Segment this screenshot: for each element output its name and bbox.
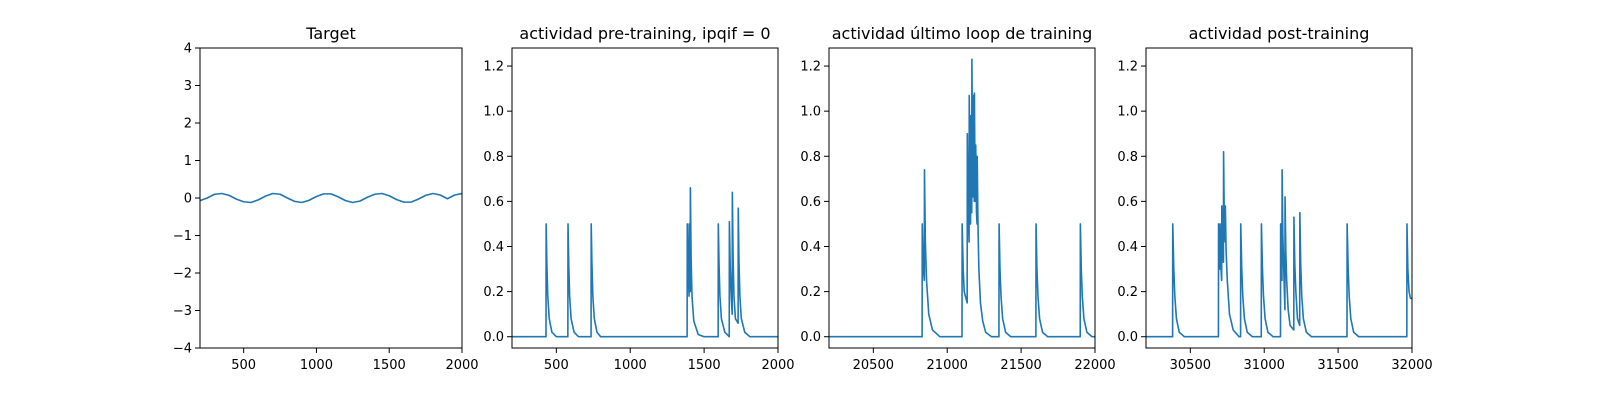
x-tick-label: 1000 bbox=[300, 358, 333, 373]
chart-title: actividad pre-training, ipqif = 0 bbox=[519, 24, 770, 43]
y-tick-label: 0.2 bbox=[800, 285, 821, 300]
y-tick-label: 0.0 bbox=[1117, 330, 1138, 345]
chart-title: actividad último loop de training bbox=[832, 24, 1093, 43]
axes-frame bbox=[828, 47, 1096, 349]
y-tick-label: 0.4 bbox=[483, 240, 504, 255]
series-line-actividad bbox=[512, 187, 778, 338]
series-line-actividad bbox=[1146, 150, 1412, 338]
y-tick-label: 1 bbox=[184, 154, 192, 169]
x-tick-label: 31500 bbox=[1317, 358, 1358, 373]
y-tick-label: −3 bbox=[173, 304, 192, 319]
x-tick-label: 1500 bbox=[688, 358, 721, 373]
y-tick-label: 0.4 bbox=[800, 240, 821, 255]
y-tick-label: 0.8 bbox=[483, 150, 504, 165]
y-tick-label: 1.2 bbox=[1117, 60, 1138, 75]
y-tick-label: 2 bbox=[184, 117, 192, 132]
y-tick-label: 1.2 bbox=[483, 60, 504, 75]
y-tick-label: 0.8 bbox=[800, 150, 821, 165]
x-tick-label: 21500 bbox=[1000, 358, 1041, 373]
y-tick-label: 0.2 bbox=[483, 285, 504, 300]
panel-2: 500 1000 1500 2000 0.0 0.2 0.4 0.6 0.8 1.0 1.2 acti… bbox=[483, 24, 794, 373]
x-tick-label: 1000 bbox=[614, 358, 647, 373]
y-tick-label: −2 bbox=[173, 267, 192, 282]
x-tick-label: 30500 bbox=[1170, 358, 1211, 373]
y-tick-label: 0.0 bbox=[483, 330, 504, 345]
chart-title: Target bbox=[305, 24, 356, 43]
y-tick-label: 1.0 bbox=[800, 105, 821, 120]
x-tick-label: 2000 bbox=[445, 358, 478, 373]
x-tick-label: 20500 bbox=[853, 358, 894, 373]
y-tick-label: 1.2 bbox=[800, 60, 821, 75]
panel-4: 30500 31000 31500 32000 0.0 0.2 0.4 0.6 0.8 1.0 1.… bbox=[1117, 24, 1432, 373]
y-tick-label: −4 bbox=[173, 342, 192, 357]
y-tick-label: 4 bbox=[184, 42, 192, 57]
series-line-actividad bbox=[829, 58, 1095, 338]
chart-title: actividad post-training bbox=[1189, 24, 1370, 43]
panel-1: 500 1000 1500 2000 −4 −3 −2 −1 0 1 2 3 4 Target bbox=[173, 24, 479, 373]
y-tick-label: 1.0 bbox=[1117, 105, 1138, 120]
y-tick-label: 1.0 bbox=[483, 105, 504, 120]
x-tick-label: 31000 bbox=[1244, 358, 1285, 373]
y-tick-label: 0.8 bbox=[1117, 150, 1138, 165]
x-tick-label: 32000 bbox=[1391, 358, 1432, 373]
axes-frame bbox=[511, 47, 779, 349]
panels: 500 1000 1500 2000 −4 −3 −2 −1 0 1 2 3 4 Target 500 100… bbox=[173, 24, 1433, 373]
series-line-target bbox=[200, 192, 462, 204]
y-tick-label: 0.4 bbox=[1117, 240, 1138, 255]
y-tick-label: 0.6 bbox=[800, 195, 821, 210]
y-tick-label: −1 bbox=[173, 229, 192, 244]
x-tick-label: 1500 bbox=[373, 358, 406, 373]
y-tick-label: 0.6 bbox=[483, 195, 504, 210]
y-tick-label: 0 bbox=[184, 192, 192, 207]
y-tick-label: 0.6 bbox=[1117, 195, 1138, 210]
y-tick-label: 0.0 bbox=[800, 330, 821, 345]
x-tick-label: 500 bbox=[231, 358, 256, 373]
y-tick-label: 0.2 bbox=[1117, 285, 1138, 300]
y-tick-label: 3 bbox=[184, 79, 192, 94]
x-tick-label: 22000 bbox=[1074, 358, 1115, 373]
axes-frame bbox=[1145, 47, 1413, 349]
x-tick-label: 2000 bbox=[761, 358, 794, 373]
x-tick-label: 21000 bbox=[927, 358, 968, 373]
x-tick-label: 500 bbox=[544, 358, 569, 373]
panel-3: 20500 21000 21500 22000 0.0 0.2 0.4 0.6 0.8 1.0 1.… bbox=[800, 24, 1115, 373]
